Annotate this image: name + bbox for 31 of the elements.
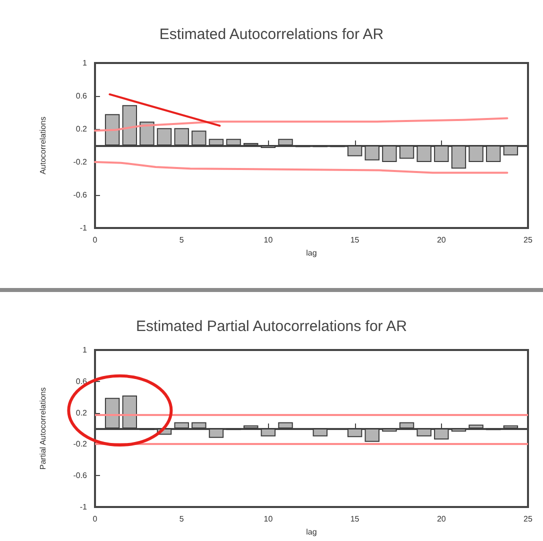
- y-tick-label: -0.6: [73, 190, 88, 200]
- x-axis-title: lag: [306, 248, 317, 258]
- x-axis-title: lag: [306, 527, 317, 536]
- y-tick-label: -1: [80, 502, 88, 512]
- y-tick-label: 1: [82, 346, 88, 354]
- y-tick-label: 0.2: [76, 124, 88, 134]
- x-tick-label: 5: [179, 514, 184, 524]
- x-tick-label: 10: [264, 236, 274, 244]
- x-tick-label: 15: [350, 514, 360, 524]
- y-tick-label: -1: [80, 224, 88, 232]
- x-tick-label: 25: [524, 236, 533, 244]
- y-tick-label: -0.2: [73, 440, 88, 449]
- x-tick-label: 20: [436, 236, 446, 244]
- x-tick-label: 0: [92, 514, 98, 524]
- x-tick-label: 20: [436, 514, 446, 524]
- y-tick-label: 1: [82, 58, 88, 68]
- x-tick-label: 10: [264, 514, 274, 524]
- y-axis-title: Partial Autocorrelations: [38, 387, 48, 470]
- chart-title: Estimated Partial Autocorrelations for AR: [136, 318, 408, 335]
- chart-title: Estimated Autocorrelations for AR: [159, 26, 384, 43]
- x-tick-label: 0: [92, 236, 98, 244]
- line-series: [94, 161, 508, 174]
- y-tick-label: -0.6: [73, 471, 88, 480]
- line-series: [94, 117, 508, 132]
- y-axis-title: Autocorrelations: [38, 116, 48, 174]
- y-tick-label: -0.2: [73, 158, 88, 166]
- y-tick-label: 0.2: [76, 408, 88, 418]
- x-tick-label: 5: [179, 236, 184, 244]
- x-tick-label: 25: [524, 514, 533, 524]
- x-tick-label: 15: [350, 236, 360, 244]
- y-tick-label: 0.6: [76, 92, 88, 100]
